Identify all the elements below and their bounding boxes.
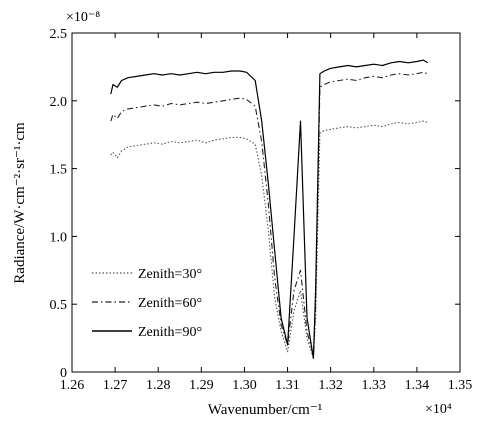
legend-label-3: Zenith=90° <box>138 325 202 340</box>
x-multiplier: ×10⁴ <box>425 402 452 417</box>
x-tick-label: 1.33 <box>362 378 387 393</box>
x-tick-label: 1.29 <box>189 378 214 393</box>
series-line-3 <box>110 59 429 359</box>
legend: Zenith=30° Zenith=60° Zenith=90° <box>92 267 202 340</box>
x-tick-label: 1.31 <box>275 378 300 393</box>
legend-label-1: Zenith=30° <box>138 267 202 282</box>
y-tick-label: 1.0 <box>50 230 68 245</box>
ticks-layer: 1.26 1.27 1.28 1.29 1.30 1.31 1.32 1.33 1.34 1.35… <box>50 27 473 393</box>
y-multiplier: ×10⁻⁸ <box>66 10 100 25</box>
legend-label-2: Zenith=60° <box>138 296 202 311</box>
plot-frame <box>71 32 461 373</box>
plot-area <box>71 32 461 373</box>
y-tick-label: 2.5 <box>50 27 68 42</box>
x-tick-label: 1.27 <box>103 378 128 393</box>
x-tick-label: 1.28 <box>146 378 171 393</box>
x-tick-label: 1.32 <box>318 378 343 393</box>
series-line-2 <box>110 71 428 357</box>
series-layer <box>110 59 429 359</box>
y-axis-label: Radiance/W·cm⁻²·sr⁻¹·cm <box>12 122 28 284</box>
x-tick-label: 1.34 <box>405 378 430 393</box>
y-tick-label: 0.5 <box>50 298 68 313</box>
x-axis-label: Wavenumber/cm⁻¹ <box>208 402 323 418</box>
y-tick-label: 2.0 <box>50 95 68 110</box>
x-tick-label: 1.35 <box>448 378 473 393</box>
y-tick-label: 0 <box>60 366 67 381</box>
x-tick-label: 1.30 <box>232 378 257 393</box>
series-line-1 <box>110 120 428 359</box>
y-tick-label: 1.5 <box>50 163 68 178</box>
x-tick-label: 1.26 <box>60 378 85 393</box>
